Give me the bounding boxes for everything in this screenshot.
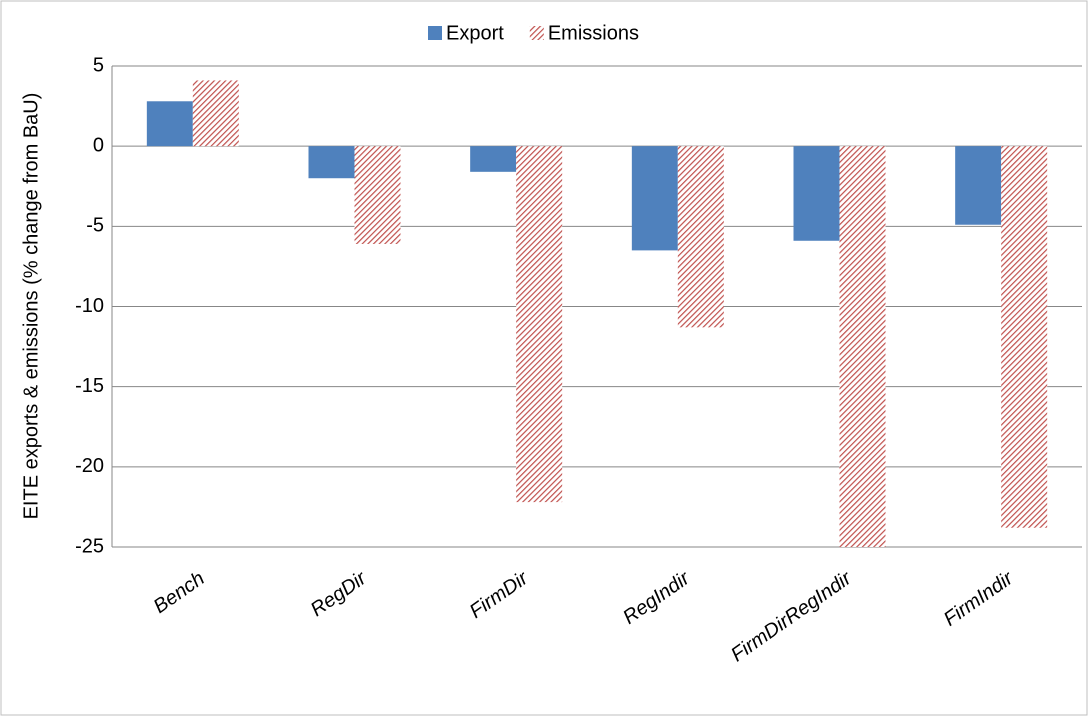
y-tick-label: -15	[75, 375, 104, 397]
bar	[308, 146, 355, 179]
bar	[146, 101, 193, 147]
y-axis-label: EITE exports & emissions (% change from …	[20, 93, 42, 520]
legend-label: Emissions	[548, 22, 639, 44]
bar	[631, 146, 678, 251]
y-tick-label: 0	[93, 134, 104, 156]
bar	[839, 146, 886, 547]
bar	[516, 146, 563, 503]
y-tick-label: -10	[75, 295, 104, 317]
bar	[470, 146, 517, 172]
bar	[1001, 146, 1048, 528]
bar	[192, 80, 239, 147]
y-tick-label: 5	[93, 54, 104, 76]
y-tick-label: -20	[75, 455, 104, 477]
bar	[955, 146, 1002, 225]
legend-swatch	[529, 26, 544, 40]
bar	[677, 146, 724, 328]
y-tick-label: -5	[86, 215, 104, 237]
legend-swatch	[428, 26, 442, 40]
legend-label: Export	[446, 22, 504, 44]
bar	[354, 146, 401, 244]
bar	[793, 146, 840, 241]
y-tick-label: -25	[75, 535, 104, 557]
